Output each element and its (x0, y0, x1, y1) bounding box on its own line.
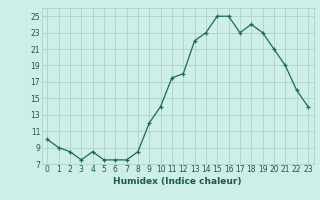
X-axis label: Humidex (Indice chaleur): Humidex (Indice chaleur) (113, 177, 242, 186)
